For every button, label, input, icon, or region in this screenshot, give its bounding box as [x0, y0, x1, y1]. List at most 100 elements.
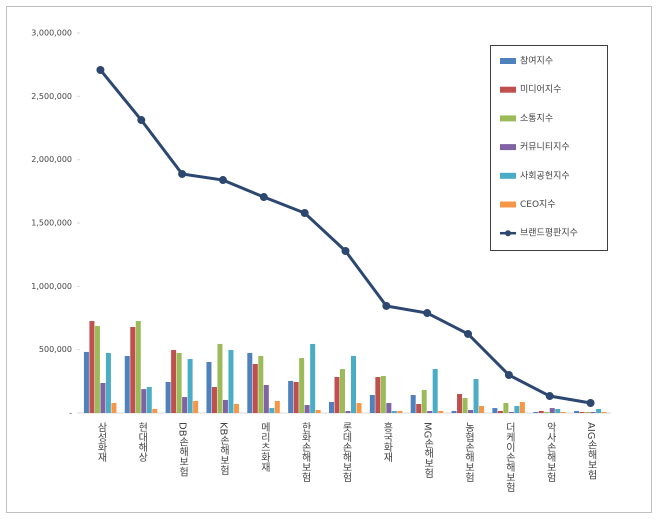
legend-swatch: [500, 115, 516, 122]
bar: [124, 356, 130, 413]
legend-label: 브랜드평판지수: [520, 228, 578, 239]
bar: [130, 326, 136, 413]
bar: [252, 363, 258, 413]
point: [96, 65, 105, 74]
bar: [146, 387, 152, 413]
legend-swatch: [500, 172, 516, 179]
bar: [380, 376, 386, 413]
bar: [538, 410, 544, 413]
bar: [217, 343, 223, 413]
bar: [152, 408, 158, 413]
bar: [438, 410, 444, 413]
bar: [590, 411, 596, 413]
point: [464, 329, 473, 338]
bar: [386, 402, 392, 413]
bar: [187, 359, 193, 413]
bar: [479, 406, 485, 413]
bar: [457, 394, 463, 413]
x-tick-label: 한화손해보험: [299, 422, 311, 482]
bar: [228, 350, 234, 413]
bar: [369, 395, 375, 413]
bar: [549, 408, 555, 413]
point: [259, 193, 268, 202]
bar: [473, 379, 479, 413]
x-tick-label: 롯데손해보험: [340, 422, 352, 482]
bar: [503, 402, 509, 413]
legend-label: 미디어지수: [520, 84, 561, 95]
bar: [83, 351, 89, 413]
x-tick-label: 메리츠화재: [258, 422, 270, 473]
bar: [182, 397, 188, 413]
y-tick-label: -: [69, 409, 72, 418]
bar: [585, 411, 591, 413]
bar: [596, 408, 602, 413]
bar: [100, 382, 106, 413]
bar: [263, 385, 269, 413]
y-tick-label: 1,000,000: [31, 282, 72, 291]
bar: [427, 410, 433, 413]
point: [545, 392, 554, 401]
bar: [492, 408, 498, 413]
legend-swatch: [500, 144, 516, 151]
bar: [135, 321, 141, 413]
bar: [222, 399, 228, 413]
bar: [391, 410, 397, 413]
bar: [421, 389, 427, 413]
point: [423, 309, 432, 318]
x-tick-label: MG손해보험: [422, 422, 434, 478]
bar: [560, 411, 566, 413]
bar: [176, 352, 182, 413]
y-tick-label: 1,500,000: [31, 219, 72, 228]
bar: [468, 409, 474, 413]
bar: [432, 369, 438, 413]
bar: [574, 410, 580, 413]
x-tick-label: 현대해상: [136, 422, 148, 462]
bar: [533, 411, 539, 413]
bar: [462, 398, 468, 413]
bar: [579, 411, 585, 413]
bar: [293, 381, 299, 413]
x-tick-label: 농협손해보험: [463, 422, 475, 482]
x-tick-label: DB손해보험: [177, 422, 189, 477]
bar: [497, 410, 503, 413]
x-tick-label: 흥국화재: [381, 421, 393, 463]
point: [218, 176, 227, 185]
point: [504, 371, 513, 379]
bar: [94, 325, 100, 413]
legend-label: CEO지수: [520, 199, 556, 210]
bar: [247, 352, 253, 413]
bar: [310, 343, 316, 413]
x-tick-label: KB손해보험: [217, 422, 229, 475]
x-tick-label: 악사손해보험: [544, 422, 556, 482]
legend-label: 커뮤니티지수: [520, 142, 570, 153]
bar: [165, 381, 171, 413]
bar: [340, 369, 345, 413]
legend-marker: [505, 230, 511, 237]
bar: [416, 404, 422, 413]
bar: [315, 409, 321, 413]
bar: [288, 380, 294, 413]
point: [586, 398, 595, 407]
bar: [351, 356, 356, 413]
bar: [274, 400, 280, 413]
bar: [334, 377, 340, 413]
bar: [514, 406, 520, 413]
bar: [451, 410, 457, 413]
bar: [193, 400, 199, 413]
legend-swatch: [500, 201, 516, 208]
x-tick-label: 삼성화재: [95, 422, 107, 463]
point: [178, 169, 187, 178]
bar: [89, 321, 95, 413]
bar: [601, 411, 607, 413]
y-tick-label: 3,000,000: [31, 29, 72, 38]
point: [341, 246, 350, 255]
x-tick-label: 더케이손해보험: [503, 422, 515, 492]
legend-swatch: [500, 86, 516, 93]
bar: [269, 408, 275, 413]
bar: [299, 358, 305, 413]
bar: [345, 410, 351, 413]
bar: [410, 395, 416, 413]
bar: [206, 361, 212, 413]
bar: [519, 401, 525, 413]
